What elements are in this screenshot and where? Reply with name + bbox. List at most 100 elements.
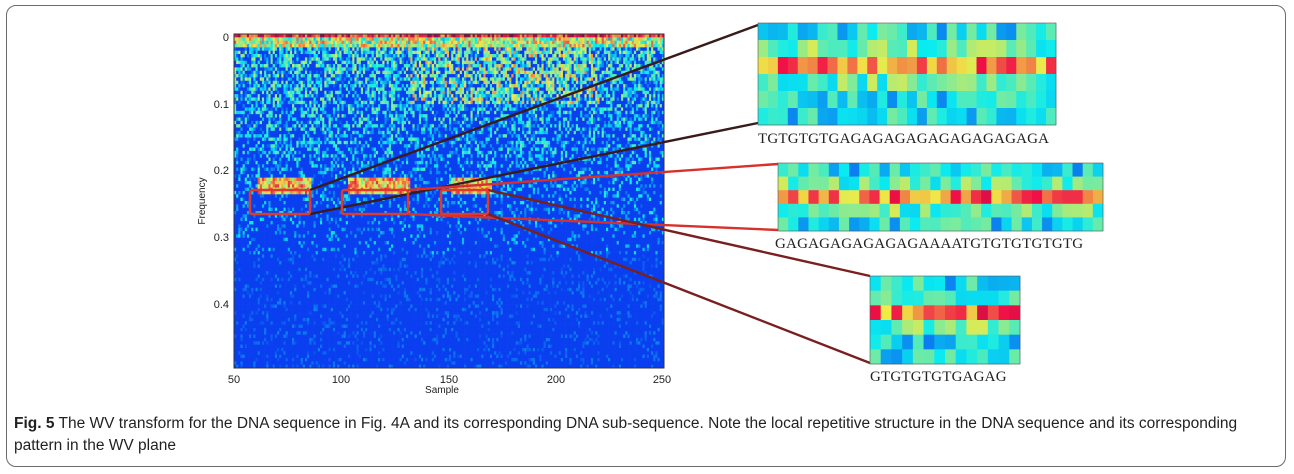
heatmap-cell <box>261 34 265 38</box>
heatmap-cell <box>390 87 394 92</box>
heatmap-cell <box>623 47 626 52</box>
heatmap-cell <box>569 54 572 58</box>
heatmap-cell <box>517 54 521 58</box>
heatmap-cell <box>476 104 480 108</box>
heatmap-cell <box>270 54 274 58</box>
heatmap-cell <box>382 47 385 52</box>
heatmap-cell <box>330 97 334 102</box>
heatmap-cell <box>375 70 379 75</box>
heatmap-cell <box>653 100 656 105</box>
heatmap-cell <box>425 114 428 118</box>
heatmap-cell <box>268 44 271 48</box>
heatmap-cell <box>369 110 372 115</box>
heatmap-cell <box>345 67 349 72</box>
heatmap-cell <box>646 80 650 85</box>
heatmap-cell <box>485 114 489 118</box>
heatmap-cell <box>317 50 321 55</box>
heatmap-cell <box>341 100 344 105</box>
heatmap-cell <box>345 90 349 95</box>
heatmap-cell <box>485 77 489 82</box>
heatmap-cell <box>365 110 368 115</box>
heatmap-cell <box>242 74 246 78</box>
heatmap-cell <box>330 60 334 65</box>
heatmap-cell <box>410 90 413 95</box>
heatmap-cell <box>519 60 523 65</box>
heatmap-cell <box>251 70 254 75</box>
heatmap-cell <box>464 34 467 38</box>
heatmap-cell <box>369 104 372 108</box>
heatmap-cell <box>646 87 650 92</box>
heatmap-cell <box>300 54 304 58</box>
heatmap-cell <box>459 104 463 108</box>
heatmap-cell <box>638 84 641 88</box>
heatmap-cell <box>337 37 340 42</box>
heatmap-cell <box>356 70 360 75</box>
heatmap-cell <box>638 64 641 68</box>
heatmap-cell <box>429 114 433 118</box>
heatmap-cell <box>393 44 396 48</box>
heatmap-cell <box>573 84 577 88</box>
heatmap-cell <box>502 110 506 115</box>
heatmap-cell <box>470 84 473 88</box>
heatmap-cell <box>648 77 652 82</box>
heatmap-cell <box>412 87 415 92</box>
heatmap-cell <box>457 67 461 72</box>
heatmap-cell <box>356 107 360 112</box>
heatmap-cell <box>539 87 542 92</box>
heatmap-cell <box>560 90 564 95</box>
heatmap-cell <box>313 60 317 65</box>
heatmap-cell <box>425 80 428 85</box>
heatmap-cell <box>324 50 327 55</box>
heatmap-cell <box>423 67 426 72</box>
heatmap-cell <box>350 70 353 75</box>
heatmap-cell <box>629 90 633 95</box>
heatmap-cell <box>427 80 430 85</box>
heatmap-cell <box>423 90 426 95</box>
heatmap-cell <box>541 54 544 58</box>
heatmap-cell <box>526 34 529 38</box>
heatmap-cell <box>246 50 250 55</box>
heatmap-cell <box>623 37 626 42</box>
heatmap-cell <box>345 50 349 55</box>
heatmap-cell <box>328 94 332 98</box>
heatmap-cell <box>283 84 286 88</box>
heatmap-cell <box>631 67 635 72</box>
heatmap-cell <box>259 54 263 58</box>
heatmap-cell <box>629 114 633 118</box>
heatmap-cell <box>341 110 344 115</box>
heatmap-cell <box>586 54 590 58</box>
heatmap-cell <box>433 67 437 72</box>
heatmap-cell <box>636 84 639 88</box>
heatmap-cell <box>384 80 387 85</box>
heatmap-cell <box>313 67 317 72</box>
heatmap-cell <box>352 104 355 108</box>
heatmap-cell <box>373 40 377 45</box>
heatmap-cell <box>296 107 299 112</box>
heatmap-cell <box>633 104 637 108</box>
heatmap-cell <box>358 60 362 65</box>
heatmap-cell <box>489 77 493 82</box>
heatmap-cell <box>371 87 375 92</box>
heatmap-cell <box>560 77 564 82</box>
heatmap-cell <box>492 74 495 78</box>
heatmap-cell <box>406 34 409 38</box>
heatmap-cell <box>253 114 256 118</box>
heatmap-cell <box>354 104 357 108</box>
heatmap-cell <box>483 110 486 115</box>
heatmap-cell <box>457 70 461 75</box>
heatmap-cell <box>317 114 321 118</box>
heatmap-cell <box>457 94 461 98</box>
heatmap-cell <box>556 60 559 65</box>
heatmap-cell <box>341 54 344 58</box>
heatmap-cell <box>429 60 433 65</box>
heatmap-cell <box>255 84 258 88</box>
heatmap-cell <box>287 90 291 95</box>
heatmap-cell <box>528 110 532 115</box>
heatmap-cell <box>401 87 405 92</box>
heatmap-cell <box>350 110 353 115</box>
heatmap-cell <box>403 107 407 112</box>
heatmap-cell <box>524 67 527 72</box>
heatmap-cell <box>513 94 516 98</box>
heatmap-cell <box>350 34 353 38</box>
heatmap-cell <box>504 80 508 85</box>
